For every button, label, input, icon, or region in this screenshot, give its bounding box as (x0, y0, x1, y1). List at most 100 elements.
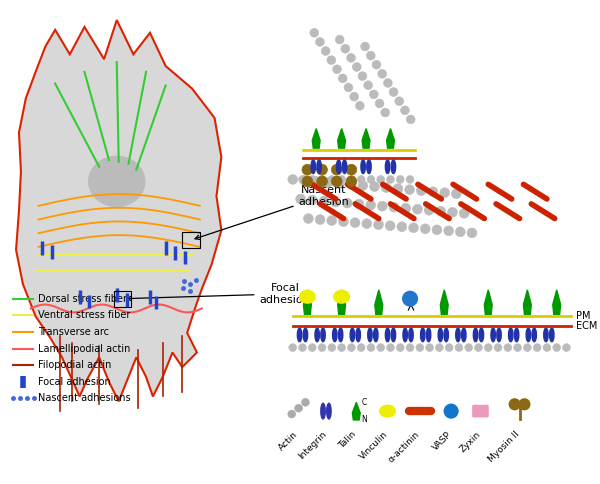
Circle shape (386, 344, 394, 351)
Text: N: N (361, 415, 367, 424)
Ellipse shape (456, 328, 460, 342)
Circle shape (397, 176, 404, 183)
Circle shape (355, 101, 364, 110)
Circle shape (445, 344, 453, 351)
Circle shape (467, 228, 477, 238)
Circle shape (459, 209, 469, 218)
Text: Integrin: Integrin (296, 430, 328, 461)
Circle shape (378, 69, 386, 78)
Ellipse shape (391, 160, 395, 174)
Ellipse shape (438, 328, 443, 342)
Ellipse shape (473, 328, 478, 342)
Circle shape (543, 344, 551, 351)
Text: Nascent adhesions: Nascent adhesions (38, 393, 130, 404)
Circle shape (308, 344, 316, 351)
Circle shape (475, 344, 482, 351)
Circle shape (335, 179, 344, 188)
Polygon shape (312, 129, 320, 148)
Circle shape (338, 217, 349, 227)
Circle shape (406, 115, 415, 124)
Circle shape (451, 189, 461, 198)
Circle shape (455, 227, 465, 237)
Circle shape (533, 344, 541, 351)
Ellipse shape (298, 328, 302, 342)
Ellipse shape (356, 328, 361, 342)
Ellipse shape (526, 328, 530, 342)
Circle shape (372, 60, 381, 69)
Ellipse shape (491, 328, 496, 342)
Circle shape (367, 51, 375, 60)
Circle shape (440, 188, 449, 197)
Ellipse shape (444, 404, 458, 418)
Circle shape (346, 176, 357, 187)
Text: Focal
adhesion: Focal adhesion (127, 283, 310, 304)
Circle shape (370, 90, 378, 99)
Polygon shape (338, 290, 346, 314)
Polygon shape (386, 129, 394, 148)
Ellipse shape (532, 328, 536, 342)
Text: α-actinin: α-actinin (387, 430, 422, 465)
Text: Ventral stress fiber: Ventral stress fiber (38, 310, 130, 320)
Circle shape (315, 215, 325, 225)
Circle shape (523, 344, 531, 351)
Circle shape (367, 344, 375, 351)
Circle shape (484, 344, 492, 351)
Text: C: C (361, 398, 367, 407)
Bar (182, 232, 200, 248)
Text: Zyxin: Zyxin (458, 430, 482, 454)
Circle shape (409, 223, 418, 233)
Ellipse shape (479, 328, 484, 342)
Circle shape (370, 182, 379, 192)
Circle shape (318, 176, 326, 183)
Circle shape (397, 222, 407, 232)
Ellipse shape (374, 328, 378, 342)
Circle shape (416, 344, 424, 351)
Ellipse shape (303, 328, 308, 342)
Text: Lamellipodial actin: Lamellipodial actin (38, 344, 130, 354)
Ellipse shape (461, 328, 466, 342)
Circle shape (331, 176, 342, 187)
Circle shape (389, 202, 399, 212)
Ellipse shape (337, 160, 341, 174)
Circle shape (289, 344, 296, 351)
Circle shape (331, 164, 342, 175)
Circle shape (323, 178, 332, 187)
Ellipse shape (317, 160, 322, 174)
Text: Talin: Talin (337, 430, 358, 451)
Ellipse shape (403, 328, 407, 342)
Circle shape (295, 404, 302, 412)
Polygon shape (440, 290, 448, 314)
Circle shape (347, 344, 355, 351)
Polygon shape (16, 20, 221, 401)
Circle shape (357, 176, 365, 183)
Circle shape (401, 203, 410, 213)
Circle shape (310, 29, 319, 37)
Circle shape (465, 344, 473, 351)
Circle shape (377, 201, 387, 211)
Circle shape (352, 62, 361, 71)
Ellipse shape (368, 328, 372, 342)
Ellipse shape (338, 328, 343, 342)
Circle shape (350, 218, 360, 227)
Ellipse shape (332, 328, 337, 342)
Circle shape (296, 194, 305, 204)
Circle shape (444, 226, 454, 236)
Ellipse shape (88, 156, 145, 207)
Ellipse shape (299, 290, 315, 303)
Circle shape (358, 72, 367, 80)
Text: Myosin II: Myosin II (487, 430, 521, 464)
Circle shape (308, 176, 316, 183)
Circle shape (299, 176, 310, 185)
Circle shape (299, 176, 307, 183)
Circle shape (553, 344, 560, 351)
Ellipse shape (321, 328, 325, 342)
Circle shape (436, 344, 443, 351)
Circle shape (428, 187, 438, 197)
Circle shape (406, 344, 414, 351)
Circle shape (327, 56, 336, 64)
Text: Actin: Actin (277, 430, 299, 453)
Polygon shape (304, 290, 311, 314)
Circle shape (385, 221, 395, 230)
Circle shape (362, 219, 371, 228)
Circle shape (389, 88, 398, 96)
